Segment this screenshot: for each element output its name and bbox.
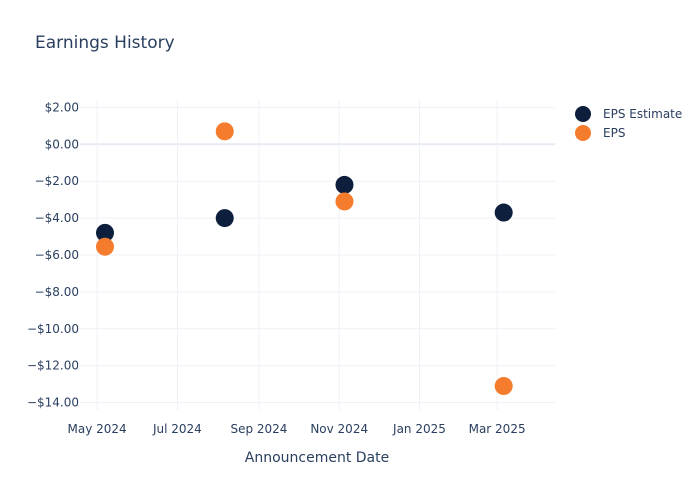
y-tick-label: −$6.00 <box>35 248 79 262</box>
y-tick-label: −$4.00 <box>35 211 79 225</box>
eps-point[interactable] <box>335 192 354 211</box>
y-tick-label: $0.00 <box>45 137 79 151</box>
eps-point[interactable] <box>96 237 114 256</box>
eps-estimate-point[interactable] <box>215 209 234 228</box>
x-axis-title: Announcement Date <box>245 450 389 466</box>
data-points <box>96 122 513 396</box>
eps-estimate-point[interactable] <box>96 223 114 242</box>
x-tick-label: Jan 2025 <box>392 422 446 436</box>
y-tick-label: −$8.00 <box>35 285 79 299</box>
eps-point[interactable] <box>494 377 513 396</box>
x-tick-label: Mar 2025 <box>469 422 526 436</box>
legend-marker[interactable] <box>575 106 591 122</box>
legend-marker[interactable] <box>575 125 591 141</box>
grid-lines <box>80 100 555 410</box>
eps-estimate-point[interactable] <box>494 203 513 222</box>
x-tick-label: Nov 2024 <box>310 422 368 436</box>
x-tick-label: May 2024 <box>68 422 127 436</box>
x-tick-label: Sep 2024 <box>230 422 287 436</box>
legend-label[interactable]: EPS Estimate <box>603 107 682 121</box>
x-axis-ticks: May 2024 Jul 2024 Sep 2024 Nov 2024 Jan 2025… <box>68 422 526 436</box>
chart-title: Earnings History <box>35 33 175 53</box>
legend-label[interactable]: EPS <box>603 126 625 140</box>
eps-point[interactable] <box>215 122 234 141</box>
legend: EPS Estimate EPS <box>575 106 682 141</box>
x-tick-label: Jul 2024 <box>152 422 202 436</box>
y-tick-label: −$10.00 <box>27 322 79 336</box>
y-tick-label: $2.00 <box>45 100 79 114</box>
y-axis-ticks: $2.00 $0.00 −$2.00 −$4.00 −$6.00 −$8.00 −$10.0… <box>27 100 79 409</box>
y-tick-label: −$14.00 <box>27 396 79 410</box>
y-tick-label: −$2.00 <box>35 174 79 188</box>
eps-estimate-point[interactable] <box>335 175 354 194</box>
y-tick-label: −$12.00 <box>27 359 79 373</box>
